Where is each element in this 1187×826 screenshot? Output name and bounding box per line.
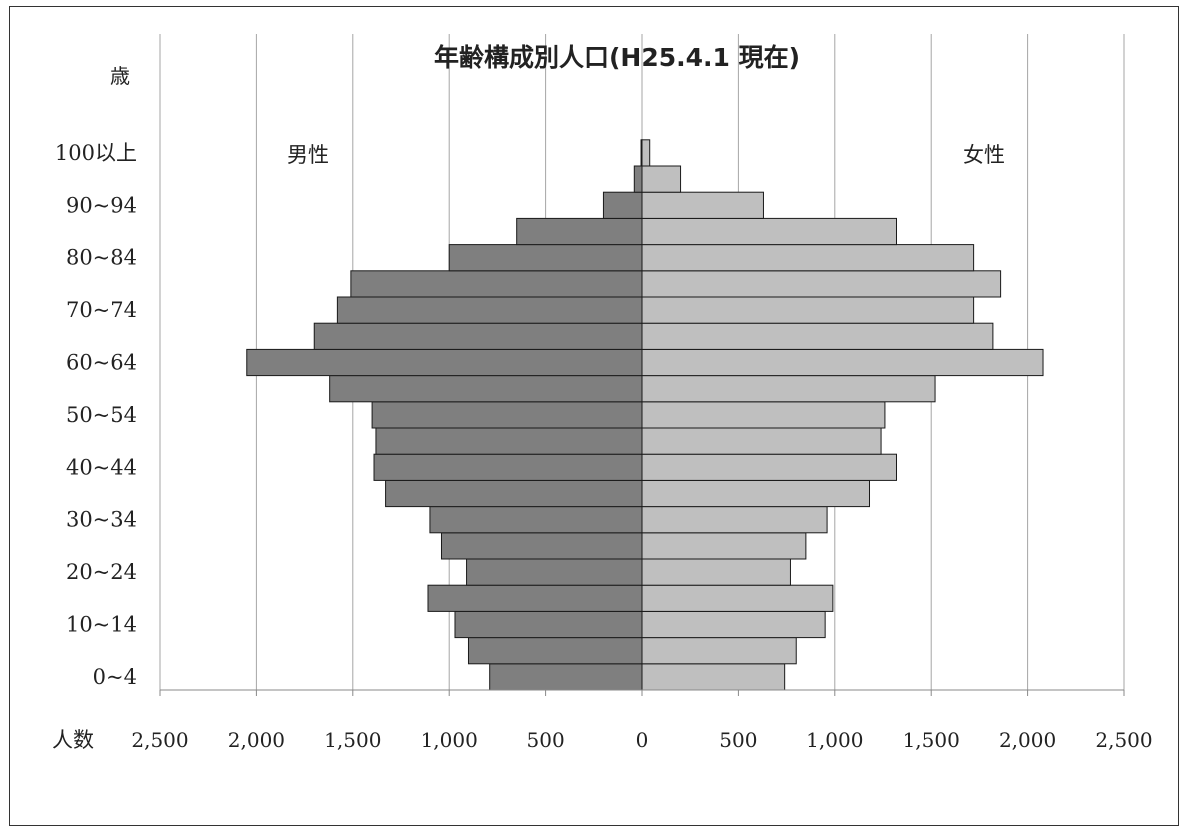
y-axis-label: 歳 [110,64,130,88]
x-tick-label: 2,500 [131,728,188,752]
x-tick-label: 2,000 [228,728,285,752]
female-bar [641,270,1002,298]
y-tick-label: 100以上 [55,141,137,165]
y-tick-label: 90~94 [66,193,137,217]
x-tick-label: 2,500 [1095,728,1152,752]
female-bar [641,322,994,350]
y-axis-tick-labels: 0~4 10~14 20~24 30~34 40~44 50~54 60~64 70~74 80… [55,141,137,689]
y-tick-label: 40~44 [66,455,137,479]
y-tick-label: 10~14 [66,613,137,637]
male-bar [454,610,643,639]
x-tick-label: 1,500 [903,728,960,752]
female-bar [641,558,791,586]
female-bar [641,191,764,219]
x-tick-label: 500 [719,728,757,752]
x-tick-label: 500 [527,728,565,752]
male-bar [448,244,643,272]
y-tick-label: 0~4 [93,665,137,689]
male-bar [246,348,643,377]
male-bar [466,558,643,586]
male-bar [429,506,643,534]
male-bar [371,401,643,429]
female-bar [641,139,651,167]
male-bar [602,191,643,219]
male-bar [633,165,643,193]
bars [246,139,1044,691]
x-axis-label: 人数 [52,728,94,752]
female-bar [641,479,871,508]
male-bar [489,663,643,691]
male-bar [336,296,643,324]
female-bar [641,401,886,429]
x-tick-label: 2,000 [999,728,1056,752]
female-bar [641,427,882,455]
legend-male-label: 男性 [287,143,329,167]
female-bar [641,217,897,246]
y-tick-label: 70~74 [66,298,137,322]
female-bar [641,532,807,560]
male-bar [313,322,643,350]
female-bar [641,610,826,639]
male-bar [373,453,643,481]
y-tick-label: 20~24 [66,560,137,584]
female-bar [641,584,834,612]
male-bar [329,375,643,403]
x-axis-ticks: 2,500 2,000 1,500 1,000 500 0 500 1,000 1,500 2,0… [131,690,1153,752]
female-bar [641,506,828,534]
male-bar [385,479,643,508]
male-bar [427,584,643,612]
female-bar [641,453,897,481]
x-tick-label: 1,500 [324,728,381,752]
y-tick-label: 60~64 [66,351,137,375]
female-bar [641,375,936,403]
x-tick-label: 1,000 [421,728,478,752]
population-pyramid-chart: 2,500 2,000 1,500 1,000 500 0 500 1,000 1,500 2,0… [52,34,1153,752]
legend-female-label: 女性 [963,143,1005,167]
y-tick-label: 80~84 [66,246,137,270]
male-bar [440,532,643,560]
male-bar [516,217,643,246]
female-bar [641,165,682,193]
female-bar [641,244,975,272]
female-bar [641,637,797,665]
male-bar [350,270,643,298]
y-tick-label: 50~54 [66,403,137,427]
male-bar [467,637,643,665]
x-tick-label: 1,000 [806,728,863,752]
female-bar [641,663,786,691]
male-bar [375,427,643,455]
female-bar [641,348,1044,377]
female-bar [641,296,975,324]
chart-title: 年齢構成別人口(H25.4.1 現在) [434,43,800,72]
y-tick-label: 30~34 [66,508,137,532]
x-tick-label: 0 [636,728,649,752]
